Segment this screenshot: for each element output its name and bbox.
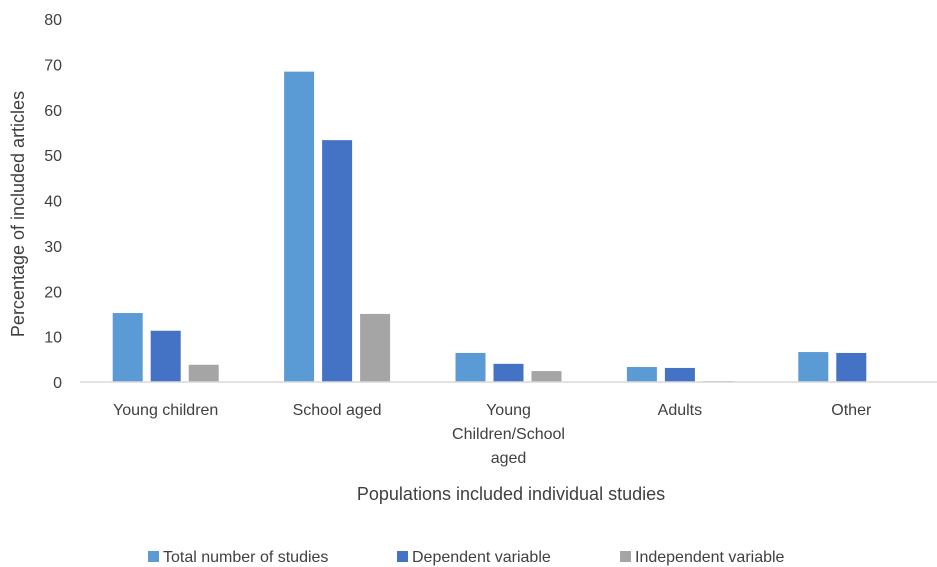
legend-label: Total number of studies	[163, 549, 328, 566]
x-axis-title: Populations included individual studies	[357, 484, 665, 504]
bar-series-2-category-1	[150, 330, 181, 382]
y-tick-label: 40	[44, 194, 62, 211]
y-tick-label: 30	[44, 239, 62, 256]
y-tick-label: 0	[53, 375, 62, 392]
bar-series-2-category-4	[664, 367, 695, 382]
x-category-label-line: Other	[831, 402, 872, 419]
x-axis-category-labels: Young children School aged Young Children/S…	[113, 402, 872, 467]
bar-series-1-category-1	[112, 313, 143, 382]
x-category-label: Adults	[658, 402, 702, 419]
legend: Total number of studies Dependent variabl…	[148, 549, 785, 566]
bar-series-1-category-4	[626, 367, 657, 382]
legend-label: Independent variable	[635, 549, 785, 566]
x-category-label-line: Adults	[658, 402, 702, 419]
y-tick-label: 50	[44, 148, 62, 165]
legend-swatch	[148, 551, 159, 562]
x-category-label-line: Children/School	[452, 426, 565, 443]
y-axis-title: Percentage of included articles	[8, 91, 28, 337]
x-category-label-line: Young	[486, 402, 531, 419]
legend-swatch	[620, 551, 631, 562]
bar-series-3-category-2	[360, 313, 391, 382]
y-tick-label: 10	[44, 330, 62, 347]
bar-series-2-category-2	[322, 140, 353, 382]
y-tick-label: 70	[44, 57, 62, 74]
legend-swatch	[397, 551, 408, 562]
bar-series-1-category-5	[798, 352, 829, 382]
bar-series-3-category-1	[188, 364, 219, 382]
bar-series-1-category-3	[455, 352, 486, 382]
y-tick-label: 20	[44, 284, 62, 301]
x-category-label: Young Children/School aged	[452, 402, 565, 467]
bar-series-2-category-3	[493, 363, 524, 382]
x-category-label-line: Young children	[113, 402, 218, 419]
y-axis-ticks: 0 10 20 30 40 50 60 70 80	[44, 12, 62, 392]
x-category-label-line: aged	[491, 450, 527, 467]
bar-series-3-category-3	[531, 371, 562, 382]
x-category-label-line: School aged	[293, 402, 382, 419]
legend-label: Dependent variable	[412, 549, 551, 566]
x-category-label: School aged	[293, 402, 382, 419]
bars	[112, 71, 867, 382]
y-tick-label: 60	[44, 103, 62, 120]
bar-series-1-category-2	[284, 71, 315, 382]
y-tick-label: 80	[44, 12, 62, 29]
x-category-label: Young children	[113, 402, 218, 419]
bar-series-2-category-5	[836, 352, 867, 382]
x-category-label: Other	[831, 402, 872, 419]
